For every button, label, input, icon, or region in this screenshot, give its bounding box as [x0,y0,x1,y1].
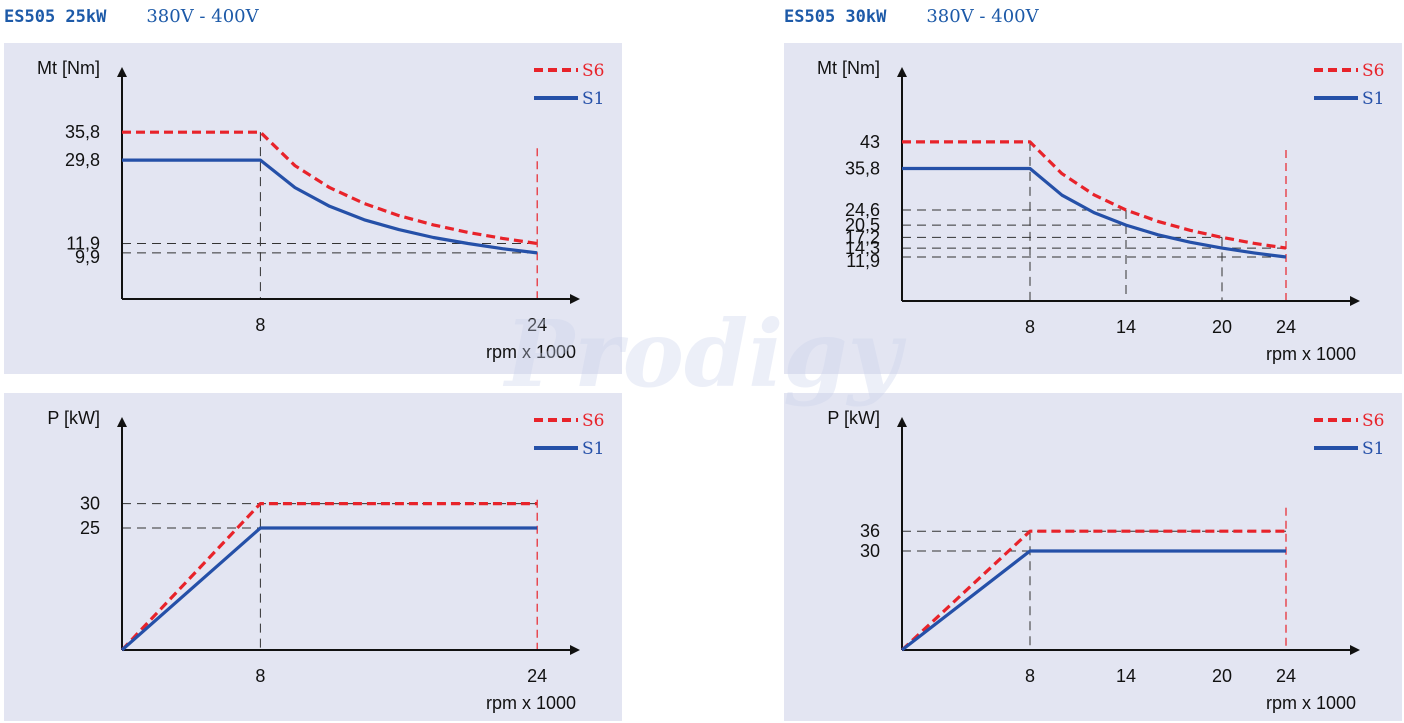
x-tick-label: 20 [1212,666,1232,686]
y-tick-label: 11,9 [846,251,880,271]
legend-label-s6: S6 [582,61,604,81]
x-tick-label: 8 [1025,666,1035,686]
series-s6-line [902,140,1287,250]
y-tick-label: 14,3 [845,238,880,258]
legend-label-s1: S1 [1362,439,1384,459]
series-s1-line [122,158,538,255]
y-tick-label: 25 [80,518,100,538]
series-s1-line [901,549,1286,652]
x-tick-label: 8 [255,315,265,335]
legend-label-s6: S6 [582,411,604,431]
voltage-label: 380V - 400V [926,6,1039,27]
y-tick-label: 24,6 [845,200,880,220]
y-axis-label: P [kW] [47,408,100,428]
y-axis-label: Mt [Nm] [37,58,100,78]
torque-chart-25kw: Mt [Nm] 35,8 29,8 11,9 9,9 8 24 rpm x 1000 S6 S1 [4,43,622,374]
x-axis-label: rpm x 1000 [486,342,576,362]
legend-label-s1: S1 [582,439,604,459]
x-axis-arrow [570,645,580,655]
torque-chart-30kw: Mt [Nm] 43 35,8 24,6 20,5 17,2 14,3 11,9 8 14 20 24… [784,43,1402,374]
x-tick-label: 14 [1116,317,1136,337]
y-axis-arrow [117,67,127,77]
model-label: ES505 25kW [4,7,107,27]
x-axis-arrow [1350,645,1360,655]
legend-label-s1: S1 [1362,89,1384,109]
y-tick-label: 43 [860,132,880,152]
y-tick-label: 11,9 [66,234,100,254]
y-tick-label: 36 [860,521,880,541]
y-tick-label: 20,5 [845,215,880,235]
y-tick-label: 30 [860,541,880,561]
x-tick-label: 24 [1276,666,1296,686]
x-axis-label: rpm x 1000 [1266,693,1356,713]
x-tick-label: 24 [1276,317,1296,337]
y-axis-label: Mt [Nm] [817,58,880,78]
series-s6-line [122,130,538,246]
series-s1-line [902,166,1287,259]
x-tick-label: 14 [1116,666,1136,686]
x-axis-label: rpm x 1000 [1266,344,1356,364]
legend-label-s6: S6 [1362,61,1384,81]
y-axis-arrow [117,417,127,427]
y-tick-label: 35,8 [845,159,880,179]
chart-title-30kw: ES505 30kW 380V - 400V [784,6,1039,34]
x-tick-label: 24 [527,315,547,335]
y-tick-label: 17,2 [845,227,880,247]
model-label: ES505 30kW [784,7,887,27]
series-s1-line [120,526,538,652]
series-s6-line [900,529,1286,652]
y-axis-arrow [897,67,907,77]
x-axis-arrow [1350,296,1360,306]
series-s6-line [120,502,538,652]
power-chart-30kw: P [kW] 36 30 8 14 20 24 rpm x 1000 S6 S1 [784,393,1402,721]
x-axis-label: rpm x 1000 [486,693,576,713]
chart-title-25kw: ES505 25kW 380V - 400V [4,6,259,34]
legend-label-s1: S1 [582,89,604,109]
y-tick-label: 29,8 [65,150,100,170]
power-chart-25kw: P [kW] 30 25 8 24 rpm x 1000 S6 S1 [4,393,622,721]
y-tick-label: 35,8 [65,122,100,142]
y-tick-label: 30 [80,494,100,514]
y-axis-arrow [897,417,907,427]
y-tick-label: 9,9 [75,247,100,267]
voltage-label: 380V - 400V [146,6,259,27]
legend-label-s6: S6 [1362,411,1384,431]
x-tick-label: 8 [1025,317,1035,337]
y-axis-label: P [kW] [827,408,880,428]
x-axis-arrow [570,294,580,304]
x-tick-label: 20 [1212,317,1232,337]
x-tick-label: 8 [255,666,265,686]
x-tick-label: 24 [527,666,547,686]
